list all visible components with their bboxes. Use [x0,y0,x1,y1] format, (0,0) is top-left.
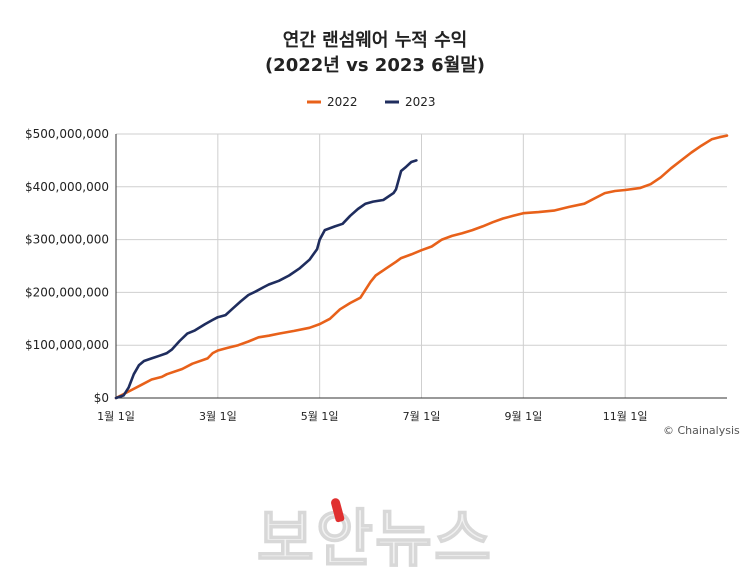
legend: 2022 2023 [307,95,436,109]
series-lines [114,134,729,400]
chart-title-line-2: (2022년 vs 2023 6월말) [264,55,486,76]
gridlines [116,133,727,398]
x-tick-label: 11월 1일 [603,409,648,423]
x-tick-label: 5월 1일 [301,409,339,423]
x-axis-tick-labels: 1월 1일 3월 1일 5월 1일 7월 1일 9월 1일 11월 1일 [97,409,647,423]
y-axis-tick-labels: $0 $100,000,000 $200,000,000 $300,000,000 $4… [25,127,109,405]
series-line-2023 [114,159,418,400]
watermark-logo: 보안뉴스 [0,488,750,578]
legend-label-2023: 2023 [405,95,436,109]
legend-label-2022: 2022 [327,95,358,109]
y-tick-label: $400,000,000 [25,180,109,194]
x-tick-label: 3월 1일 [199,409,237,423]
source-credit: © Chainalysis [663,424,740,437]
chart-title: 연간 랜섬웨어 누적 수익 (2022년 vs 2023 6월말) [0,28,750,78]
y-tick-label: $100,000,000 [25,338,109,352]
watermark-text: 보안뉴스 [256,501,494,576]
axes [115,134,727,399]
y-tick-label: $0 [94,391,109,405]
y-tick-label: $300,000,000 [25,233,109,247]
x-tick-label: 9월 1일 [504,409,542,423]
y-tick-label: $500,000,000 [25,127,109,141]
x-tick-label: 7월 1일 [403,409,441,423]
y-tick-label: $200,000,000 [25,285,109,299]
chart-title-line-1: 연간 랜섬웨어 누적 수익 [282,30,468,51]
x-tick-label: 1월 1일 [97,409,135,423]
series-line-2022 [114,134,729,400]
